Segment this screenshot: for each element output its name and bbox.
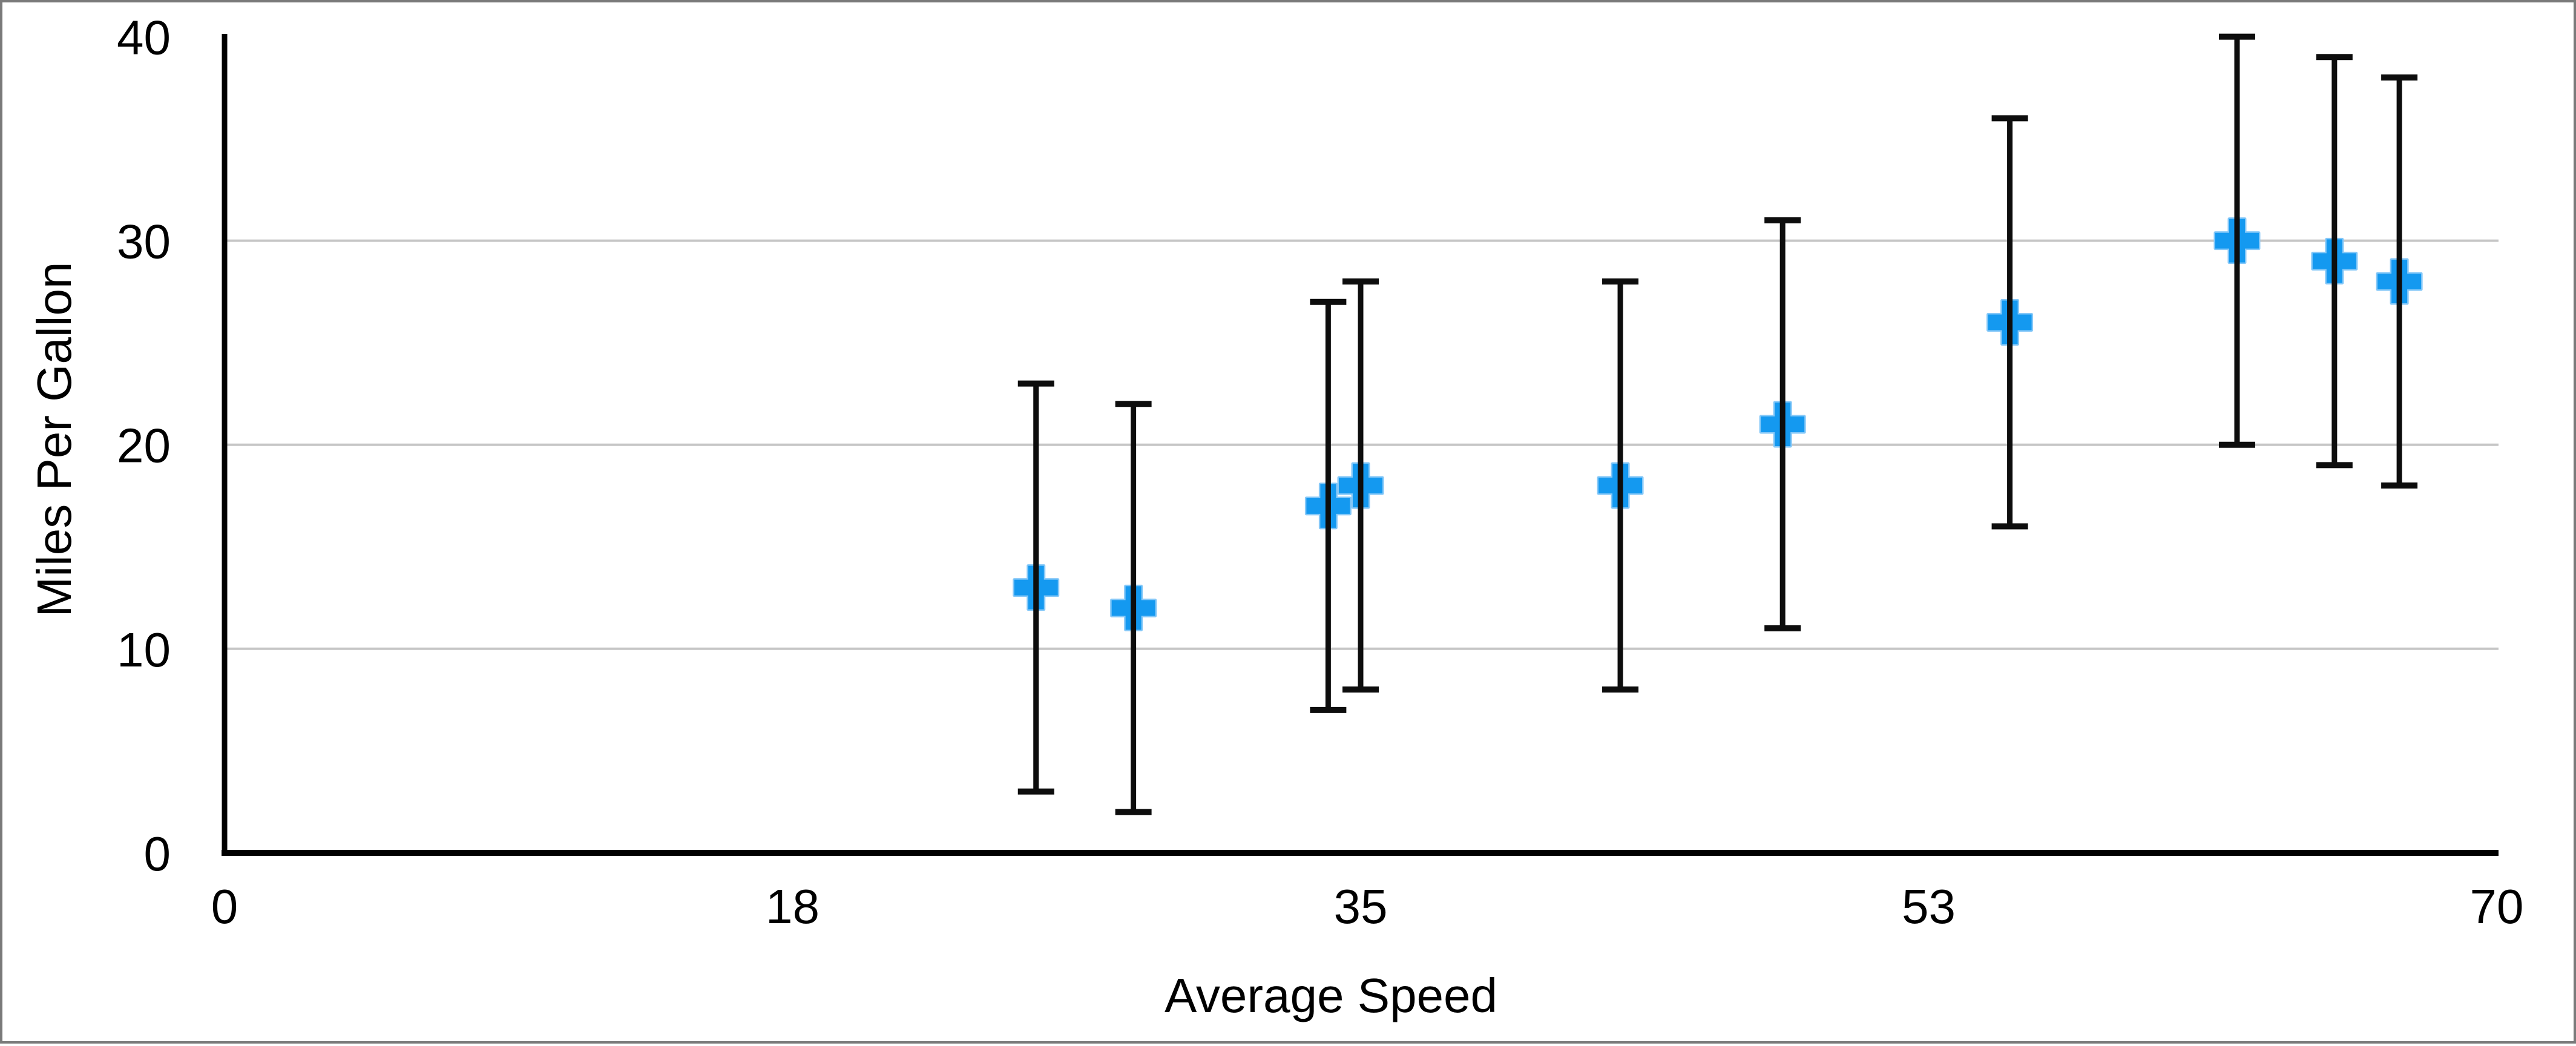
x-tick-label-53: 53 <box>1902 880 1956 933</box>
y-tick-label-30: 30 <box>117 215 171 269</box>
error-bar-7 <box>1991 115 2028 530</box>
error-bar-9 <box>2316 54 2353 469</box>
error-bars <box>1017 33 2418 815</box>
error-bar-3 <box>1310 298 1347 713</box>
y-tick-label-10: 10 <box>117 623 171 677</box>
y-tick-label-20: 20 <box>117 419 171 473</box>
y-axis-title: Miles Per Gallon <box>27 262 81 617</box>
x-tick-label-70: 70 <box>2470 880 2524 933</box>
error-bar-1 <box>1017 380 1054 795</box>
axes <box>222 34 2499 856</box>
error-bar-4 <box>1342 278 1379 693</box>
x-axis-title: Average Speed <box>1165 969 1497 1022</box>
data-point-markers <box>1013 217 2423 631</box>
x-tick-label-0: 0 <box>211 880 238 933</box>
error-bar-8 <box>2218 33 2255 448</box>
error-bar-5 <box>1602 278 1639 693</box>
x-tick-labels: 0 18 35 53 70 <box>211 880 2524 933</box>
y-tick-label-0: 0 <box>144 827 171 881</box>
x-tick-label-18: 18 <box>766 880 820 933</box>
error-bar-2 <box>1115 401 1152 815</box>
y-tick-labels: 0 10 20 30 40 <box>117 11 171 881</box>
error-bar-6 <box>1764 217 1801 632</box>
x-tick-label-35: 35 <box>1334 880 1388 933</box>
error-bar-10 <box>2381 74 2418 489</box>
y-tick-label-40: 40 <box>117 11 171 65</box>
